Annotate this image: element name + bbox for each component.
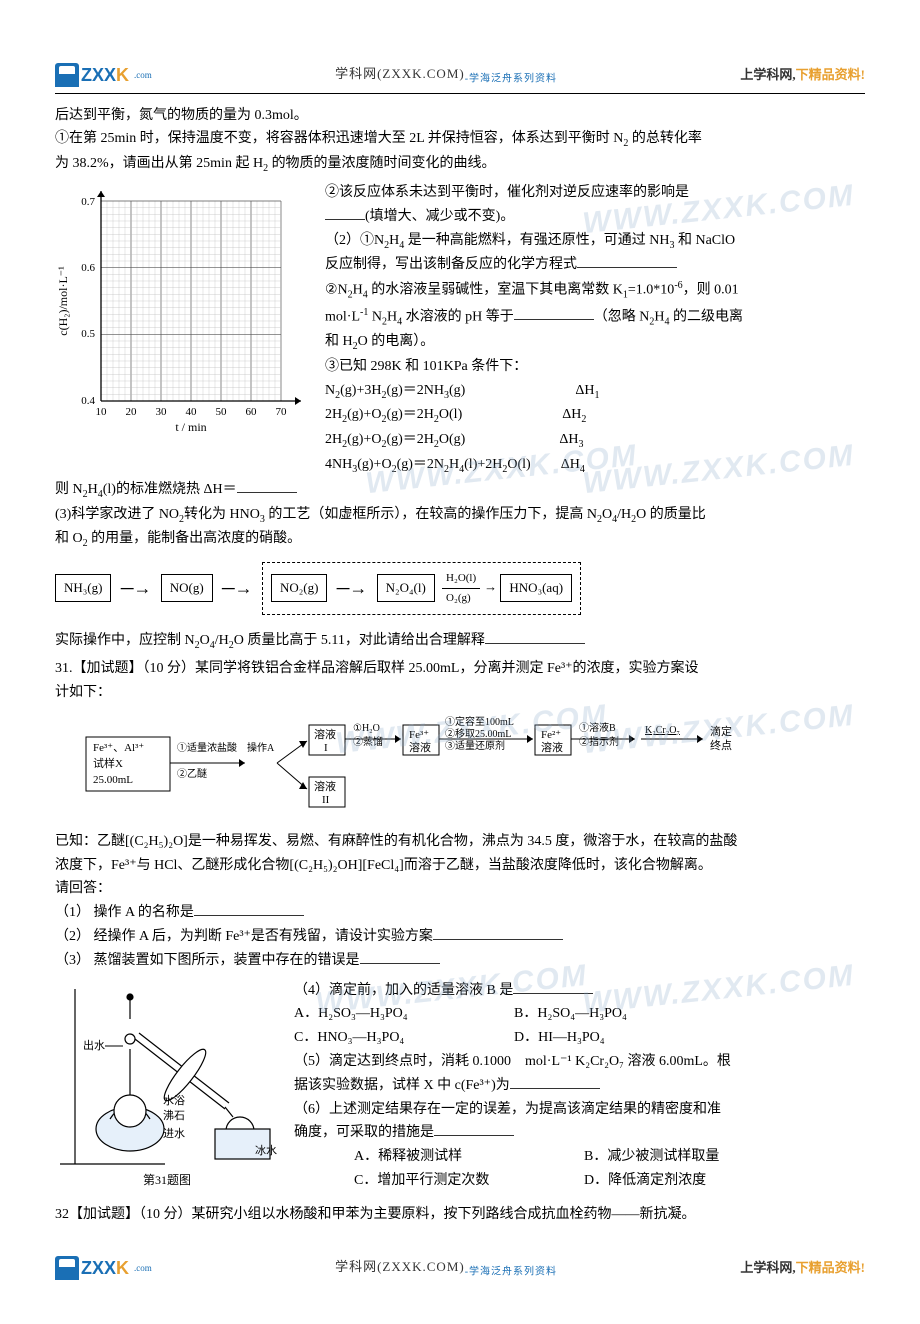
svg-text:终点: 终点: [710, 738, 732, 752]
svg-text:c(H₂)/mol·L⁻¹: c(H₂)/mol·L⁻¹: [56, 266, 70, 336]
svg-text:0.5: 0.5: [81, 328, 95, 340]
intro-line1: 后达到平衡，氮气的物质的量为 0.3mol。: [55, 104, 865, 128]
svg-text:Fe³⁺、Al³⁺: Fe³⁺、Al³⁺: [93, 742, 144, 754]
header-right-a: 上学科网,: [740, 67, 795, 82]
header-sub: -学海泛舟系列资料: [465, 74, 557, 85]
svg-text:沸石: 沸石: [163, 1109, 185, 1122]
svg-text:溶液: 溶液: [409, 740, 431, 754]
svg-text:Fe²⁺: Fe²⁺: [541, 729, 561, 741]
svg-text:出水: 出水: [83, 1038, 105, 1052]
concentration-chart: 10 20 30 40 50 60 70 0.4 0.5 0.6 0.7 t / min c(H…: [55, 181, 315, 441]
chart-row: 10 20 30 40 50 60 70 0.4 0.5 0.6 0.7 t / min c(H…: [55, 181, 865, 478]
svg-text:第31题图: 第31题图: [143, 1173, 191, 1187]
distillation-apparatus: 出水 水浴 沸石 进水 冰水 第31题图: [55, 979, 280, 1198]
header-right: 上学科网,下精品资料!: [740, 64, 865, 86]
svg-text:I: I: [324, 742, 328, 754]
svg-text:①定容至100mL: ①定容至100mL: [445, 715, 514, 728]
svg-text:③适量还原剂: ③适量还原剂: [445, 739, 505, 752]
svg-text:70: 70: [276, 406, 288, 418]
svg-text:水浴: 水浴: [163, 1094, 185, 1107]
page-header: ZXXK .com 学科网(ZXXK.COM)-学海泛舟系列资料 上学科网,下精…: [55, 60, 865, 94]
svg-text:溶液: 溶液: [541, 740, 563, 754]
svg-text:0.6: 0.6: [81, 262, 95, 274]
q31-right: （4）滴定前，加入的适量溶液 B 是 A．H₂SO₃—H₃PO₄B．H₂SO₄—…: [294, 979, 865, 1193]
svg-text:25.00mL: 25.00mL: [93, 774, 133, 786]
svg-text:冰水: 冰水: [255, 1144, 277, 1157]
svg-text:II: II: [322, 794, 330, 806]
logo-text-1: ZXX: [81, 65, 116, 85]
svg-text:30: 30: [156, 406, 168, 418]
svg-text:①H₂O: ①H₂O: [353, 723, 380, 734]
logo-icon: [55, 63, 79, 87]
logo-suffix: .com: [134, 68, 152, 83]
svg-text:Fe³⁺: Fe³⁺: [409, 729, 429, 741]
svg-text:①溶液B: ①溶液B: [579, 721, 616, 734]
svg-text:t / min: t / min: [175, 420, 206, 434]
logo-icon: [55, 1256, 79, 1280]
intro-line3: 为 38.2%，请画出从第 25min 起 H2 的物质的量浓度随时间变化的曲线…: [55, 152, 865, 177]
svg-text:溶液: 溶液: [314, 727, 336, 741]
svg-text:试样X: 试样X: [93, 756, 123, 770]
svg-text:0.7: 0.7: [81, 196, 95, 208]
logo-text-2: K: [116, 65, 129, 85]
svg-text:②乙醚: ②乙醚: [177, 767, 207, 780]
page-footer: ZXXK .com 学科网(ZXXK.COM)-学海泛舟系列资料 上学科网,下精…: [55, 1253, 865, 1284]
logo: ZXXK .com: [55, 60, 152, 91]
svg-text:60: 60: [246, 406, 258, 418]
svg-text:滴定: 滴定: [710, 724, 732, 738]
q31-head: 31.【加试题】（10 分）某同学将铁铝合金样品溶解后取样 25.00mL，分离…: [55, 657, 865, 681]
header-center: 学科网(ZXXK.COM)-学海泛舟系列资料: [335, 63, 557, 88]
svg-text:操作A: 操作A: [247, 741, 275, 754]
svg-text:K₂Cr₂O₇: K₂Cr₂O₇: [645, 725, 680, 736]
svg-text:50: 50: [216, 406, 228, 418]
scheme-2: Fe³⁺、Al³⁺ 试样X 25.00mL ①适量浓盐酸 ②乙醚 操作A 溶液I…: [85, 711, 845, 811]
svg-text:②移取25.00mL: ②移取25.00mL: [445, 727, 511, 740]
scheme-1: NH₃(g) ─→ NO(g) ─→ NO₂(g) ─→ N₂O₄(l) H₂O…: [55, 562, 865, 614]
svg-text:②蒸馏: ②蒸馏: [353, 735, 383, 748]
svg-text:进水: 进水: [163, 1127, 185, 1140]
svg-text:①适量浓盐酸: ①适量浓盐酸: [177, 741, 237, 754]
q31-lower: 出水 水浴 沸石 进水 冰水 第31题图 （4）滴定前，加入的适量溶液 B 是 …: [55, 979, 865, 1198]
svg-text:40: 40: [186, 406, 198, 418]
svg-text:0.4: 0.4: [81, 395, 95, 407]
header-site: 学科网(ZXXK.COM): [335, 66, 465, 81]
footer-logo: ZXXK .com: [55, 1253, 152, 1284]
header-right-b: 下精品资料!: [796, 67, 865, 82]
right-column: ②该反应体系未达到平衡时，催化剂对逆反应速率的影响是 (填增大、减少或不变)。 …: [325, 181, 865, 478]
q32: 32【加试题】（10 分）某研究小组以水杨酸和甲苯为主要原料，按下列路线合成抗血…: [55, 1203, 865, 1227]
svg-text:溶液: 溶液: [314, 779, 336, 793]
svg-text:②指示剂: ②指示剂: [579, 735, 619, 748]
page-content: WWW.ZXXK.COM WWW.ZXXK.COM WWW.ZXXK.COM W…: [55, 104, 865, 1228]
svg-text:10: 10: [96, 406, 108, 418]
svg-text:20: 20: [126, 406, 138, 418]
intro-line2: ①在第 25min 时，保持温度不变，将容器体积迅速增大至 2L 并保持恒容，体…: [55, 127, 865, 152]
